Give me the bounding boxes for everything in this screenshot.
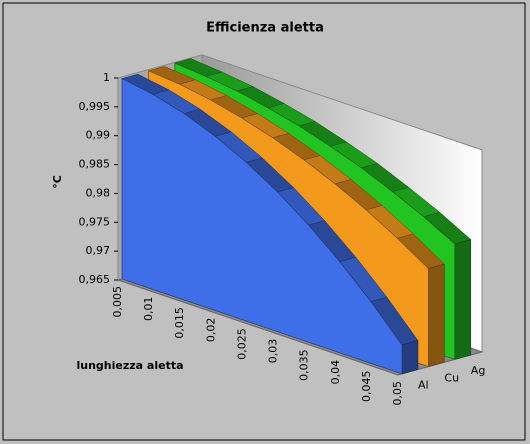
y-tick-label: 0,985 [79,158,111,171]
y-tick-label: 0,995 [79,100,111,113]
x-tick-label: 0,005 [111,286,124,318]
x-tick-label: 0,035 [298,349,311,381]
x-tick-label: 0,045 [360,370,373,402]
x-tick-label: 0,025 [235,328,248,360]
chart-title: Efficienza aletta [206,21,324,36]
y-tick-label: 1 [103,71,110,84]
slab-end [401,340,419,375]
x-tick-label: 0,05 [391,381,404,406]
series-label: Cu [444,371,459,384]
y-axis-label: °C [51,175,64,189]
area [121,78,403,375]
series-label: Al [418,379,429,392]
x-tick-label: 0,04 [329,360,342,385]
x-axis-label: lunghiezza aletta [76,359,183,372]
y-tick-label: 0,97 [86,244,111,257]
frame [2,2,526,441]
y-tick-label: 0,965 [79,273,111,286]
x-tick-label: 0,02 [204,318,217,343]
slab-end [428,263,445,367]
x-tick-label: 0,03 [267,339,280,364]
x-tick-label: 0,01 [142,297,155,322]
y-tick-label: 0,99 [86,129,111,142]
slab-end [454,239,472,360]
series-label: Ag [471,364,486,377]
y-tick-label: 0,975 [79,215,111,228]
x-tick-label: 0,015 [173,307,186,339]
y-tick-label: 0,98 [86,186,111,199]
